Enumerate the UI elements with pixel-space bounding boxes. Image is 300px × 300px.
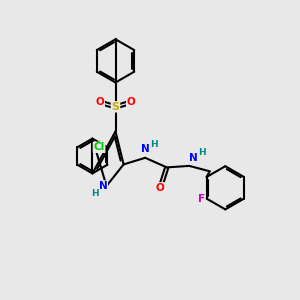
Text: N: N: [189, 152, 198, 163]
Text: H: H: [150, 140, 158, 149]
Text: N: N: [141, 144, 150, 154]
Text: Cl: Cl: [93, 142, 105, 152]
Text: N: N: [98, 181, 107, 191]
Text: H: H: [198, 148, 206, 157]
Text: S: S: [112, 102, 119, 112]
Text: F: F: [198, 194, 205, 204]
Text: O: O: [127, 97, 136, 107]
Text: O: O: [95, 97, 104, 107]
Text: H: H: [91, 189, 98, 198]
Text: O: O: [156, 183, 165, 193]
